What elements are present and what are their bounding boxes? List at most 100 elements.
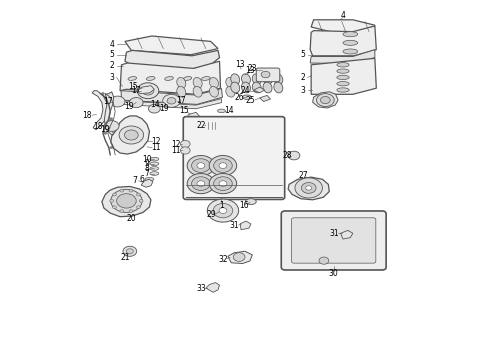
Circle shape xyxy=(197,163,205,168)
Circle shape xyxy=(213,203,233,218)
Circle shape xyxy=(187,174,215,194)
Circle shape xyxy=(209,174,237,194)
Ellipse shape xyxy=(252,82,261,93)
Circle shape xyxy=(295,178,322,198)
Circle shape xyxy=(120,210,124,213)
Ellipse shape xyxy=(274,82,283,93)
Circle shape xyxy=(317,94,334,107)
Ellipse shape xyxy=(337,63,349,67)
Polygon shape xyxy=(120,61,220,94)
Ellipse shape xyxy=(263,74,272,85)
Ellipse shape xyxy=(343,32,358,37)
Circle shape xyxy=(320,96,330,104)
Text: 11: 11 xyxy=(151,143,161,152)
Circle shape xyxy=(137,83,159,99)
Text: 20: 20 xyxy=(126,214,136,223)
FancyBboxPatch shape xyxy=(256,68,280,82)
Polygon shape xyxy=(102,186,151,217)
Text: 27: 27 xyxy=(298,171,308,180)
Text: 3: 3 xyxy=(109,73,114,82)
Text: 13: 13 xyxy=(235,60,245,69)
Polygon shape xyxy=(288,177,329,200)
Text: 14: 14 xyxy=(150,100,160,109)
Circle shape xyxy=(129,189,133,192)
Circle shape xyxy=(163,94,180,107)
FancyBboxPatch shape xyxy=(281,211,386,270)
Text: 25: 25 xyxy=(245,96,255,105)
Polygon shape xyxy=(137,86,154,94)
Circle shape xyxy=(148,104,160,113)
Ellipse shape xyxy=(245,199,256,204)
Text: 24: 24 xyxy=(240,86,250,95)
Polygon shape xyxy=(310,26,376,56)
Ellipse shape xyxy=(145,177,154,181)
Circle shape xyxy=(288,151,300,160)
Text: 19: 19 xyxy=(124,102,134,111)
Ellipse shape xyxy=(337,88,349,92)
Circle shape xyxy=(180,140,190,148)
Text: 12: 12 xyxy=(172,140,181,149)
Circle shape xyxy=(129,210,133,213)
Text: 13: 13 xyxy=(245,66,255,75)
Text: 10: 10 xyxy=(142,155,152,163)
Text: 9: 9 xyxy=(145,159,149,168)
Ellipse shape xyxy=(252,74,261,85)
Text: 17: 17 xyxy=(103,97,113,106)
Text: 1: 1 xyxy=(219,201,224,210)
Ellipse shape xyxy=(158,102,166,107)
Polygon shape xyxy=(228,251,252,264)
Polygon shape xyxy=(111,116,149,154)
FancyBboxPatch shape xyxy=(183,117,285,199)
Polygon shape xyxy=(341,230,353,239)
Ellipse shape xyxy=(201,77,210,80)
Polygon shape xyxy=(311,20,375,32)
Circle shape xyxy=(124,130,138,140)
Polygon shape xyxy=(125,36,218,55)
Ellipse shape xyxy=(337,82,349,86)
Circle shape xyxy=(126,249,133,254)
Ellipse shape xyxy=(337,69,349,73)
FancyBboxPatch shape xyxy=(292,218,376,263)
Ellipse shape xyxy=(231,74,240,85)
Ellipse shape xyxy=(209,86,219,97)
Text: 5: 5 xyxy=(109,50,114,59)
Circle shape xyxy=(110,118,113,120)
Ellipse shape xyxy=(150,162,159,166)
Text: 22: 22 xyxy=(196,121,206,130)
Text: 4: 4 xyxy=(341,11,345,20)
Text: 16: 16 xyxy=(239,201,249,210)
Text: 12: 12 xyxy=(151,137,161,146)
Ellipse shape xyxy=(343,49,358,54)
Text: 11: 11 xyxy=(172,146,181,155)
Polygon shape xyxy=(141,179,153,187)
Circle shape xyxy=(192,159,210,172)
Text: 7: 7 xyxy=(132,176,137,185)
Circle shape xyxy=(117,194,136,208)
Text: 30: 30 xyxy=(329,269,339,278)
Circle shape xyxy=(301,183,316,193)
Circle shape xyxy=(214,177,232,190)
Ellipse shape xyxy=(274,74,283,85)
Circle shape xyxy=(192,177,210,190)
Ellipse shape xyxy=(150,167,159,170)
Circle shape xyxy=(120,189,124,192)
Circle shape xyxy=(104,121,119,131)
Ellipse shape xyxy=(193,86,202,97)
Text: 7: 7 xyxy=(145,169,149,178)
Polygon shape xyxy=(186,112,200,120)
Text: 4: 4 xyxy=(109,40,114,49)
Ellipse shape xyxy=(343,40,358,45)
Polygon shape xyxy=(125,50,220,69)
Circle shape xyxy=(110,96,125,107)
Circle shape xyxy=(187,156,215,176)
Text: 17: 17 xyxy=(131,86,141,95)
Ellipse shape xyxy=(218,109,225,113)
Text: 6: 6 xyxy=(140,175,145,184)
Circle shape xyxy=(113,206,117,209)
Circle shape xyxy=(261,71,270,78)
Ellipse shape xyxy=(150,157,159,161)
Text: 2: 2 xyxy=(109,61,114,70)
Circle shape xyxy=(197,181,205,186)
Polygon shape xyxy=(104,92,114,135)
Ellipse shape xyxy=(183,77,192,80)
